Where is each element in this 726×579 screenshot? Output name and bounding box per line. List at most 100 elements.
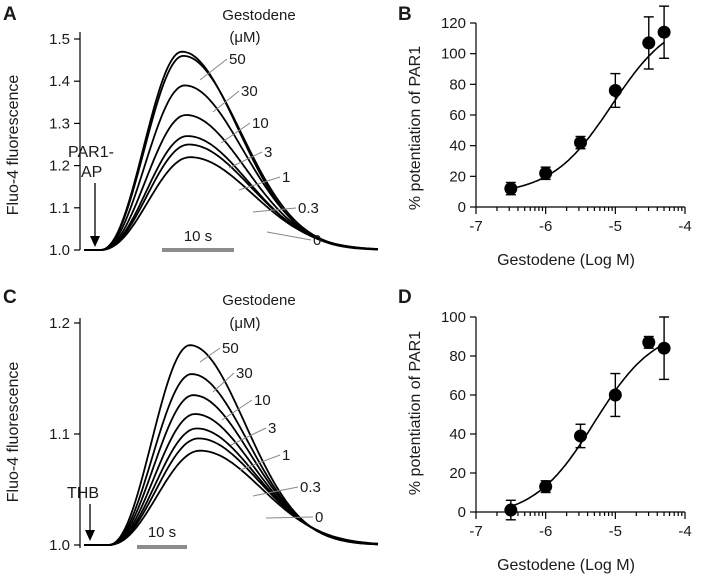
panel-c-legend-unit: (μM): [229, 315, 260, 332]
data-point: [504, 503, 518, 517]
panel-a-legend-title: Gestodene: [222, 7, 295, 24]
y-tick-label: 1.1: [49, 200, 70, 217]
panel-a-yticks: 1.0 1.1 1.2 1.3 1.4 1.5: [49, 31, 80, 259]
trace-label-50: 50: [222, 340, 239, 357]
panel-d-plot: 0 20 40 60 80 100 -7 -6 -5 -4: [441, 309, 692, 540]
x-tick-label: -5: [609, 523, 622, 540]
panel-d-xlabel: Gestodene (Log M): [497, 557, 635, 574]
panel-c-yticks: 1.0 1.1 1.2: [49, 315, 80, 554]
data-point: [608, 83, 622, 97]
panel-c-scale-label: 10 s: [148, 524, 176, 541]
x-tick-label: -7: [469, 523, 482, 540]
panel-d-ylabel: % potentiation of PAR1: [407, 331, 424, 495]
y-tick-label: 1.1: [49, 426, 70, 443]
y-tick-label: 100: [441, 46, 466, 63]
trace-0_3-um: [84, 143, 379, 251]
panel-a-ylabel: Fluo-4 fluorescence: [5, 75, 22, 216]
y-tick-label: 0: [458, 199, 466, 216]
panel-c-legend-title: Gestodene: [222, 292, 295, 309]
x-tick-label: -4: [678, 523, 691, 540]
data-point: [642, 335, 656, 349]
panel-c-arrowhead: [85, 530, 95, 541]
panel-b-xlabel: Gestodene (Log M): [497, 252, 635, 269]
x-tick-label: -6: [539, 218, 552, 235]
trace-label-0_3: 0.3: [300, 479, 321, 496]
leader-line: [230, 427, 267, 446]
panel-b: % potentiation of PAR1 Gestodene (Log M)…: [407, 5, 692, 269]
panel-b-ylabel: % potentiation of PAR1: [407, 46, 424, 210]
data-point: [504, 182, 518, 196]
data-point: [539, 480, 553, 494]
leader-line: [212, 372, 235, 393]
trace-label-30: 30: [241, 83, 258, 100]
leader-line: [212, 90, 240, 113]
panel-a-legend-unit: (μM): [229, 29, 260, 46]
leader-line: [238, 176, 281, 191]
leader-line: [220, 122, 251, 144]
data-point: [574, 429, 587, 443]
leader-line: [228, 151, 263, 169]
panel-c-stimulus-label: THB: [67, 485, 99, 502]
trace-label-0: 0: [313, 232, 321, 249]
y-tick-label: 60: [449, 387, 466, 404]
leader-line: [239, 454, 281, 471]
data-point: [539, 166, 553, 180]
y-tick-label: 1.0: [49, 537, 70, 554]
data-point: [574, 136, 587, 150]
panel-a: Fluo-4 fluorescence 1.0 1.1 1.2 1.3 1.4 1.5 5…: [5, 7, 379, 259]
trace-label-10: 10: [254, 392, 271, 409]
panel-d: % potentiation of PAR1 Gestodene (Log M)…: [407, 309, 692, 574]
y-tick-label: 40: [449, 138, 466, 155]
panel-a-stimulus-label-1: PAR1-: [68, 144, 114, 161]
y-tick-label: 1.2: [49, 158, 70, 175]
leader-line: [252, 207, 297, 213]
y-tick-label: 1.2: [49, 315, 70, 332]
panel-b-plot: 0 20 40 60 80 100 120 -7 -6 -5 -4: [441, 5, 692, 235]
y-tick-label: 1.5: [49, 31, 70, 48]
data-point: [608, 388, 622, 402]
data-point: [642, 36, 656, 50]
panel-a-arrowhead: [90, 236, 100, 247]
leader-line: [199, 347, 221, 363]
trace-label-0: 0: [315, 509, 323, 526]
x-tick-label: -7: [469, 218, 482, 235]
y-tick-label: 60: [449, 107, 466, 124]
data-point: [657, 25, 671, 39]
y-tick-label: 40: [449, 426, 466, 443]
y-tick-label: 0: [458, 504, 466, 521]
leader-line: [252, 486, 299, 497]
panel-a-scale-label: 10 s: [184, 228, 212, 245]
y-tick-label: 80: [449, 76, 466, 93]
trace-label-1: 1: [282, 169, 290, 186]
y-tick-label: 80: [449, 348, 466, 365]
y-tick-label: 20: [449, 465, 466, 482]
leader-line: [266, 231, 312, 241]
panel-a-trace-labels: 50 30 10 31 0.3 0: [199, 51, 321, 249]
panel-c-ylabel: Fluo-4 fluorescence: [5, 362, 22, 503]
trace-label-3: 3: [268, 420, 276, 437]
trace-label-30: 30: [236, 365, 253, 382]
fit-curve: [510, 343, 665, 508]
x-tick-label: -4: [678, 218, 691, 235]
y-tick-label: 120: [441, 15, 466, 32]
data-point: [657, 341, 671, 355]
trace-0-um: [84, 156, 379, 251]
leader-line: [221, 399, 253, 421]
y-tick-label: 1.3: [49, 115, 70, 132]
panel-c-traces: [84, 344, 379, 546]
y-tick-label: 100: [441, 309, 466, 326]
trace-0-um: [84, 449, 379, 546]
x-tick-label: -5: [609, 218, 622, 235]
leader-line: [265, 516, 314, 519]
panel-a-traces: [84, 50, 379, 251]
trace-label-0_3: 0.3: [298, 200, 319, 217]
trace-label-3: 3: [264, 144, 272, 161]
panel-a-stimulus-label-2: AP: [81, 164, 102, 181]
panel-label-c: C: [3, 287, 17, 308]
y-tick-label: 20: [449, 168, 466, 185]
y-tick-label: 1.4: [49, 73, 70, 90]
trace-label-10: 10: [252, 115, 269, 132]
